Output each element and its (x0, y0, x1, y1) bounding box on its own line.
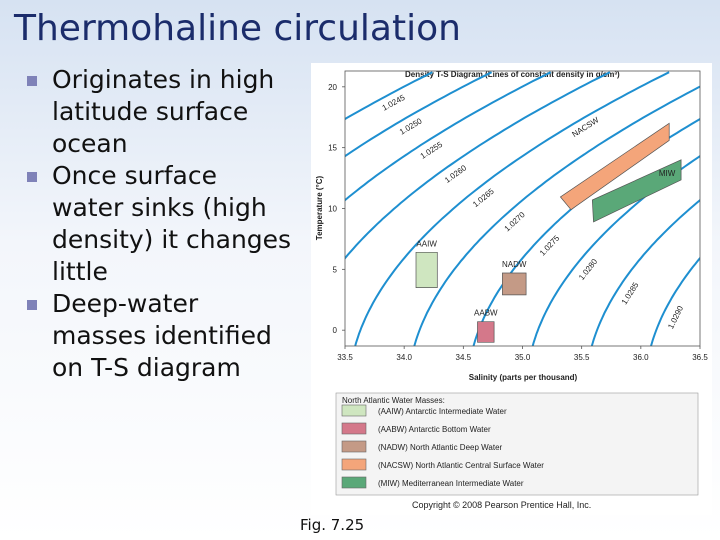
legend-swatch (341, 458, 367, 471)
legend-box (335, 392, 699, 496)
water-mass-label: AAIW (416, 239, 437, 248)
figure-caption: Fig. 7.25 (300, 516, 365, 534)
water-mass-label: AABW (474, 309, 498, 318)
bullet: Deep-water masses identified on T-S diag… (24, 288, 294, 384)
isopycnal (531, 154, 700, 346)
isopycnal (345, 71, 552, 202)
x-tick-label: 35.5 (574, 353, 590, 362)
water-mass (502, 272, 527, 296)
x-tick-label: 36.0 (633, 353, 649, 362)
legend-swatch (341, 404, 367, 417)
x-tick-label: 34.5 (456, 353, 472, 362)
isopycnal (650, 256, 700, 346)
slide-title: Thermohaline circulation (14, 8, 461, 49)
water-mass-label: MIW (659, 169, 676, 178)
bullet-list: Originates in high latitude surface ocea… (24, 64, 294, 384)
y-tick-label: 5 (333, 265, 338, 274)
y-tick-label: 0 (333, 326, 338, 335)
y-tick-label: 15 (328, 144, 337, 153)
isopycnal (345, 71, 493, 158)
x-tick-label: 35.0 (515, 353, 531, 362)
water-mass-label: NADW (502, 260, 527, 269)
isopycnal (345, 71, 611, 260)
y-tick-label: 10 (328, 205, 337, 214)
legend-label: (AABW) Antarctic Bottom Water (378, 425, 491, 434)
legend-swatch (341, 440, 367, 453)
legend-swatch (341, 476, 367, 489)
y-tick-label: 20 (328, 83, 337, 92)
x-tick-label: 34.0 (396, 353, 412, 362)
x-tick-label: 36.5 (692, 353, 708, 362)
bullet: Originates in high latitude surface ocea… (24, 64, 294, 160)
legend-swatch (341, 422, 367, 435)
water-mass (415, 251, 438, 288)
legend-label: (NACSW) North Atlantic Central Surface W… (378, 461, 544, 470)
isopycnal (345, 71, 433, 121)
isopycnal (590, 198, 700, 346)
legend-label: (AAIW) Antarctic Intermediate Water (378, 407, 507, 416)
isopycnal (413, 85, 700, 346)
copyright: Copyright © 2008 Pearson Prentice Hall, … (412, 500, 591, 510)
legend-label: (NADW) North Atlantic Deep Water (378, 443, 503, 452)
x-tick-label: 33.5 (337, 353, 353, 362)
water-mass (559, 122, 670, 211)
plot-area: 1.02451.02501.02551.02601.02651.02701.02… (345, 71, 700, 346)
isopycnal (354, 71, 670, 346)
legend-label: (MIW) Mediterranean Intermediate Water (378, 479, 524, 488)
y-axis-label: Temperature (°C) (315, 175, 324, 240)
legend-title: North Atlantic Water Masses: (342, 396, 445, 405)
x-axis-label: Salinity (parts per thousand) (469, 373, 578, 382)
bullet: Once surface water sinks (high density) … (24, 160, 294, 288)
water-mass (591, 159, 682, 223)
water-mass (477, 321, 495, 343)
figure-title: Density T-S Diagram (Lines of constant d… (405, 70, 620, 79)
